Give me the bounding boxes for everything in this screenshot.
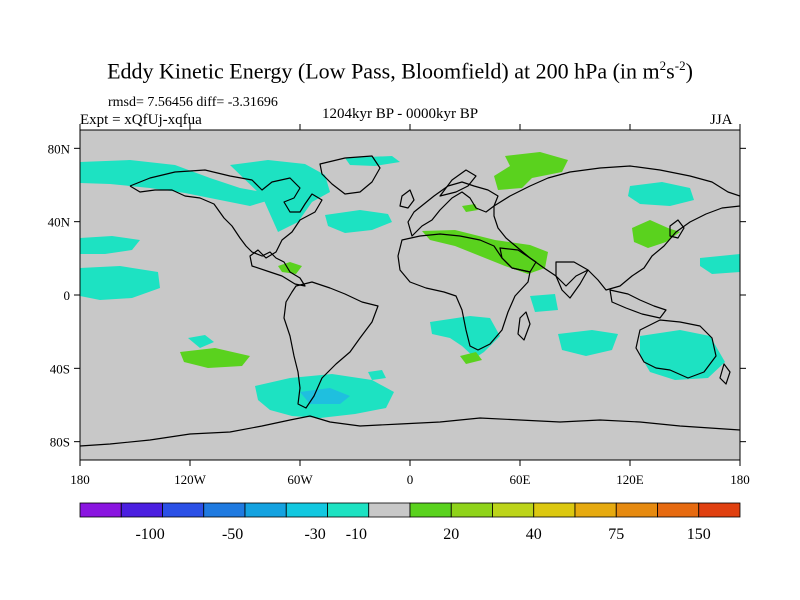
anomaly-south-pacific-positive bbox=[180, 348, 250, 368]
anomaly-north-pacific bbox=[80, 160, 270, 206]
lon-label: 180 bbox=[730, 472, 750, 487]
coast-se-asia-islands bbox=[609, 289, 667, 319]
colorbar-swatch bbox=[409, 502, 452, 518]
colorbar-swatch bbox=[79, 502, 122, 518]
coast-new-zealand bbox=[719, 363, 731, 385]
lon-label: 180 bbox=[70, 472, 90, 487]
colorbar-swatch bbox=[120, 502, 163, 518]
colorbar-label: -10 bbox=[346, 526, 367, 543]
title-sup-2: -2 bbox=[674, 58, 686, 73]
anomaly-south-atlantic-small bbox=[368, 370, 386, 380]
coast-uk bbox=[399, 189, 415, 209]
colorbar-label: -100 bbox=[135, 526, 164, 543]
coast-greenland bbox=[319, 155, 381, 195]
anomaly-north-pacific-small bbox=[462, 204, 478, 212]
anomaly-south-atlantic-deep bbox=[300, 388, 350, 404]
colorbar-swatch bbox=[162, 502, 205, 518]
lat-label: 40N bbox=[48, 215, 71, 230]
anomaly-east-africa-eq bbox=[530, 294, 558, 312]
period-label: 1204kyr BP - 0000kyr BP bbox=[322, 106, 479, 122]
colorbar-label: 150 bbox=[687, 526, 711, 543]
coast-india bbox=[555, 261, 589, 299]
lat-label: 80S bbox=[50, 435, 70, 450]
colorbar-swatch bbox=[574, 502, 617, 518]
coastlines bbox=[80, 155, 740, 447]
colorbar-swatch bbox=[244, 502, 287, 518]
colorbar-label: -30 bbox=[304, 526, 325, 543]
coast-australia bbox=[635, 319, 717, 379]
stats-text: rmsd= 7.56456 diff= -3.31696 bbox=[108, 95, 278, 110]
lat-label: 0 bbox=[64, 288, 71, 303]
title-sup-1: 2 bbox=[659, 58, 667, 73]
colorbar-swatch bbox=[615, 502, 658, 518]
coast-madagascar bbox=[517, 311, 531, 341]
colorbar-swatch bbox=[450, 502, 493, 518]
anomaly-south-pacific-center bbox=[188, 335, 214, 348]
colorbar-swatch bbox=[327, 502, 370, 518]
coast-africa bbox=[397, 233, 531, 351]
anomaly-indian-ocean-small bbox=[460, 352, 482, 364]
plot-title: Eddy Kinetic Energy (Low Pass, Bloomfiel… bbox=[0, 58, 800, 84]
experiment-label: Expt = xQfUj-xqfua bbox=[80, 112, 202, 128]
coast-antarctica bbox=[80, 415, 740, 447]
coast-arabia bbox=[499, 247, 537, 273]
colorbar-swatch bbox=[285, 502, 328, 518]
colorbar-label: 20 bbox=[443, 526, 459, 543]
anomaly-east-asia-north bbox=[628, 182, 694, 206]
colorbar-swatch bbox=[368, 502, 411, 518]
title-mid: s bbox=[666, 58, 675, 84]
lat-label: 80N bbox=[48, 141, 71, 156]
colorbar-swatch bbox=[657, 502, 700, 518]
title-main: Eddy Kinetic Energy (Low Pass, Bloomfiel… bbox=[107, 58, 660, 84]
anomaly-north-atlantic-west bbox=[325, 210, 392, 233]
anomaly-greenland-strip bbox=[345, 156, 400, 166]
lon-label: 120W bbox=[174, 472, 207, 487]
lon-label: 60W bbox=[287, 472, 313, 487]
coast-south-america bbox=[283, 281, 379, 409]
colorbar-swatch bbox=[203, 502, 246, 518]
coast-north-america bbox=[129, 169, 323, 287]
lon-label: 60E bbox=[510, 472, 531, 487]
title-end: ) bbox=[685, 58, 693, 84]
anomaly-siberia bbox=[494, 152, 568, 190]
latitude-axis: 80N 40N 0 40S 80S bbox=[48, 141, 746, 450]
anomaly-north-pacific-east bbox=[80, 266, 160, 300]
colorbar-label: -50 bbox=[222, 526, 243, 543]
colorbar-swatch bbox=[492, 502, 535, 518]
anomaly-mediterranean-asia-jet bbox=[422, 230, 548, 274]
colorbar-label: 75 bbox=[608, 526, 624, 543]
coast-europe bbox=[407, 181, 499, 237]
coast-asia bbox=[493, 165, 740, 291]
anomaly-central-america bbox=[278, 262, 302, 274]
anomaly-north-pacific-far-east bbox=[700, 254, 740, 274]
lon-label: 120E bbox=[616, 472, 644, 487]
anomaly-north-pacific-west bbox=[80, 236, 140, 254]
colorbar-swatch bbox=[533, 502, 576, 518]
lon-label: 0 bbox=[407, 472, 414, 487]
coast-scandinavia bbox=[439, 169, 477, 197]
anomaly-south-indian bbox=[558, 330, 618, 356]
colorbar: -100 -50 -30 -10 20 40 75 150 bbox=[79, 502, 741, 543]
colorbar-swatch bbox=[698, 502, 741, 518]
season-label: JJA bbox=[710, 112, 733, 128]
anomaly-australia bbox=[640, 330, 725, 380]
coast-japan bbox=[669, 219, 685, 239]
longitude-axis: 180 120W 60W 0 60E 120E 180 bbox=[70, 124, 750, 487]
anomaly-canada bbox=[230, 160, 330, 232]
colorbar-label: 40 bbox=[526, 526, 542, 543]
anomaly-east-asia-japan bbox=[632, 220, 680, 248]
lat-label: 40S bbox=[50, 361, 70, 376]
